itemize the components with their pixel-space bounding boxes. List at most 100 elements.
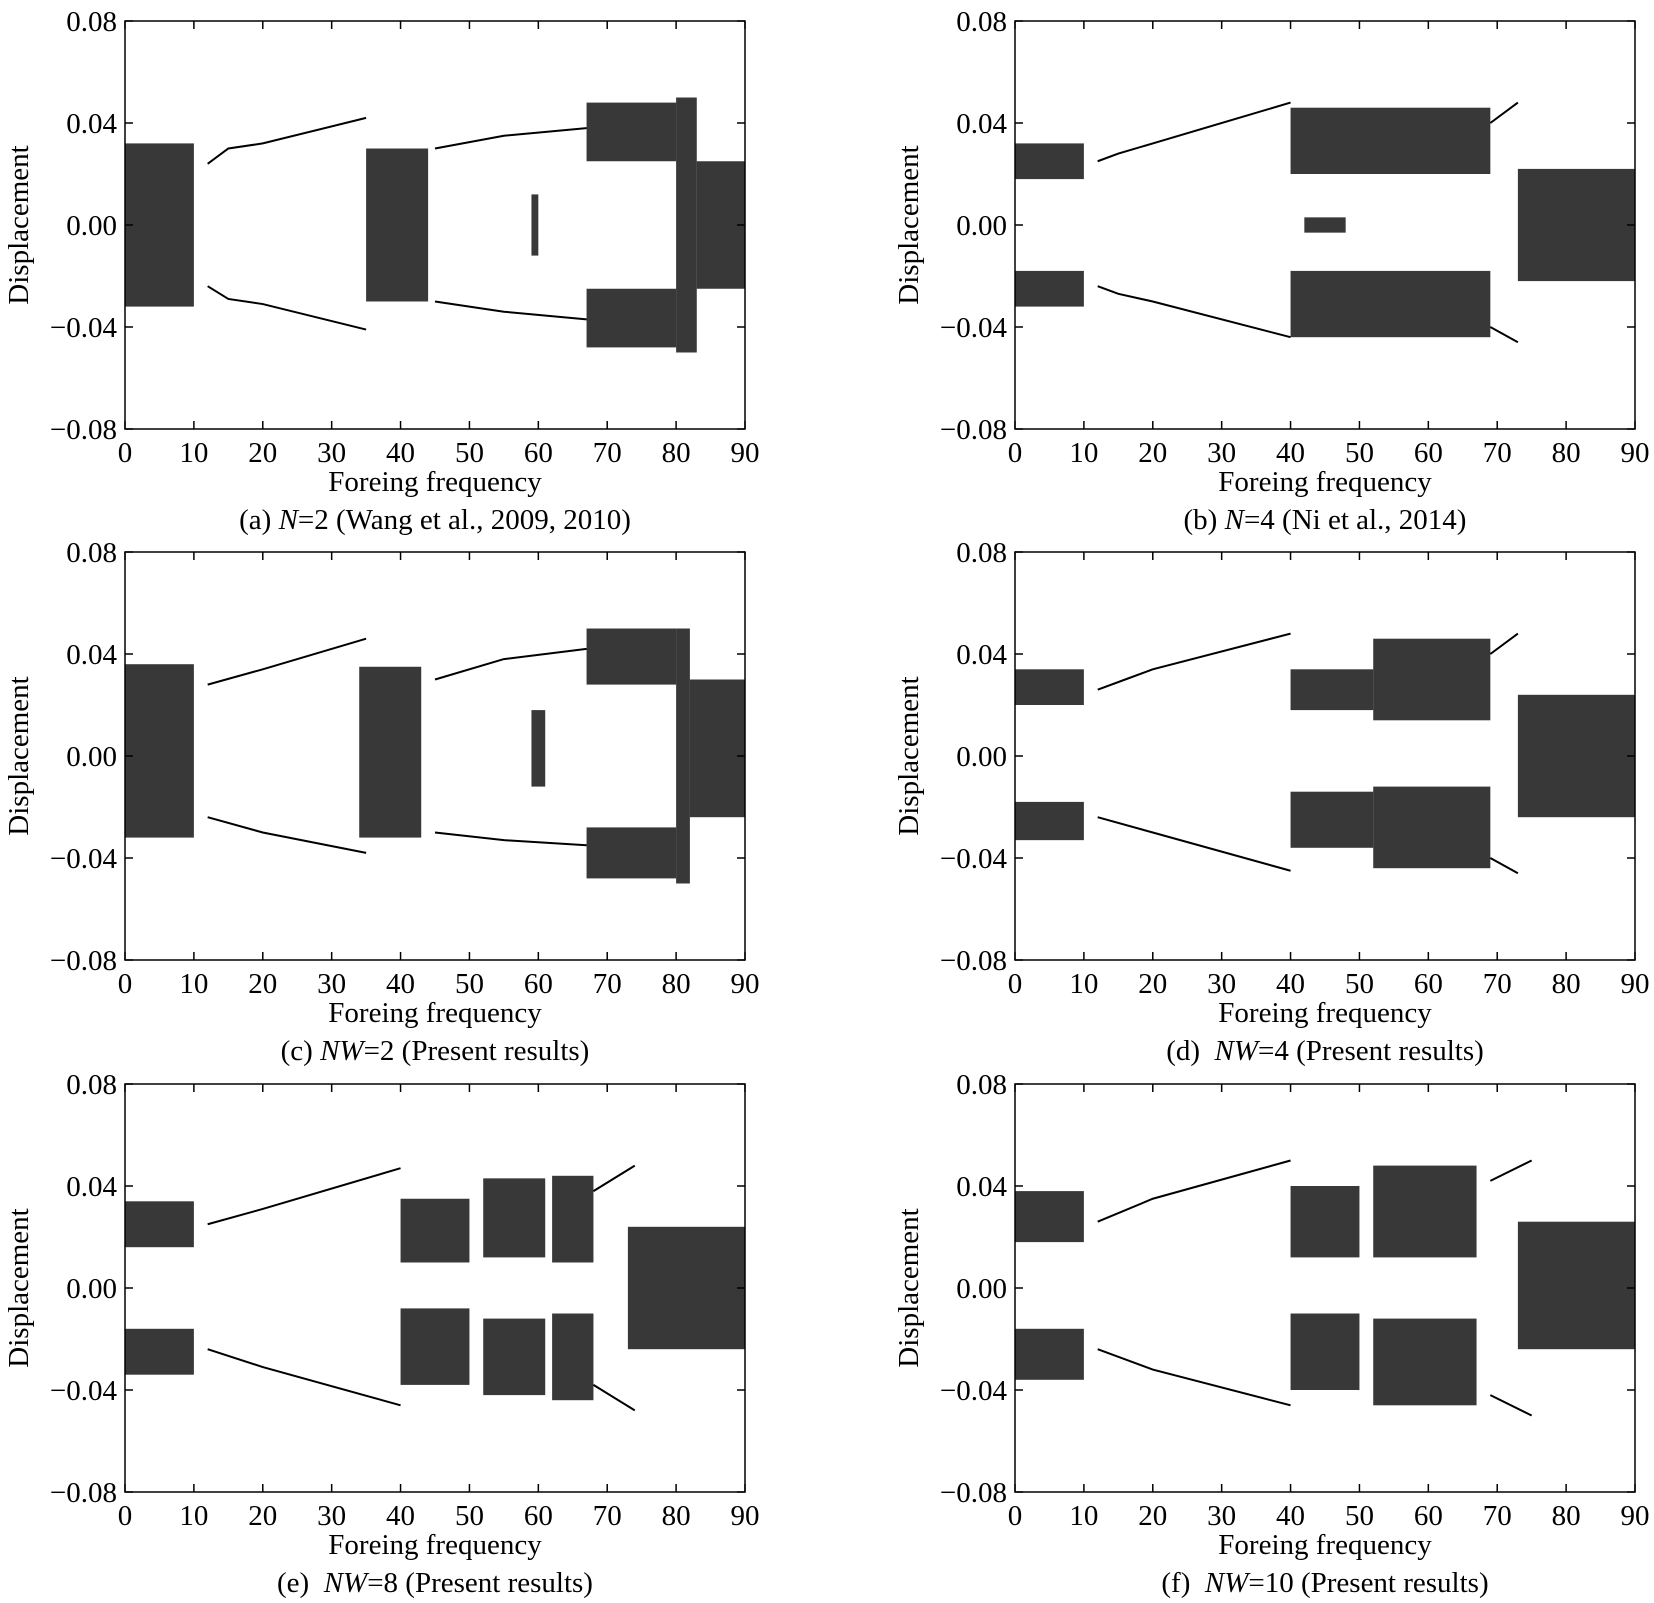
- x-tick-label: 40: [1276, 1500, 1305, 1532]
- branch: [207, 285, 367, 331]
- y-tick-label: 0.00: [66, 1273, 117, 1305]
- y-tick-label: 0.08: [956, 1069, 1007, 1101]
- x-tick-label: 70: [1483, 968, 1512, 1000]
- chaotic-band: [1015, 143, 1084, 180]
- chaotic-band: [531, 194, 539, 256]
- y-tick-label: −0.08: [50, 945, 117, 977]
- x-axis-label: Foreing frequency: [1218, 466, 1432, 498]
- x-tick-label: 50: [455, 437, 484, 469]
- caption: (b) N=4 (Ni et al., 2014): [1184, 504, 1467, 536]
- branch: [592, 1384, 636, 1412]
- caption-part: NW: [319, 1035, 366, 1067]
- x-tick-label: 10: [1069, 1500, 1098, 1532]
- y-tick-label: −0.04: [940, 312, 1008, 344]
- x-tick-label: 0: [1008, 1500, 1023, 1532]
- branch: [1489, 326, 1519, 344]
- x-tick-label: 60: [524, 968, 553, 1000]
- x-tick-label: 0: [118, 437, 133, 469]
- x-tick-label: 90: [731, 437, 760, 469]
- chaotic-band: [1015, 801, 1084, 841]
- x-axis-label: Foreing frequency: [1218, 997, 1432, 1029]
- x-tick-label: 20: [248, 437, 277, 469]
- x-tick-label: 10: [179, 968, 208, 1000]
- branch: [592, 1164, 636, 1192]
- x-tick-label: 50: [1345, 968, 1374, 1000]
- caption-part: (d): [1166, 1035, 1214, 1067]
- branch: [1489, 101, 1519, 124]
- panel: 0 10 20 30 40 50 60 70 80 90 0.08 0.04 0.00 −0.04 −0.0…: [893, 537, 1650, 1067]
- chaotic-band: [1517, 1221, 1635, 1350]
- branch: [1097, 285, 1291, 339]
- y-tick-label: −0.08: [50, 1477, 117, 1509]
- caption: (e) NW=8 (Present results): [277, 1567, 593, 1599]
- y-tick-label: 0.00: [956, 1273, 1007, 1305]
- caption: (a) N=2 (Wang et al., 2009, 2010): [239, 504, 631, 536]
- chaotic-band: [125, 664, 194, 838]
- y-tick-label: 0.08: [66, 537, 117, 569]
- y-tick-label: 0.04: [956, 639, 1007, 671]
- chaotic-band: [586, 628, 677, 685]
- y-tick-label: −0.04: [50, 312, 118, 344]
- branch: [1097, 101, 1291, 163]
- x-tick-label: 20: [1138, 968, 1167, 1000]
- y-axis-label: Displacement: [893, 1208, 925, 1367]
- caption-part: =4 (Ni et al., 2014): [1244, 504, 1467, 536]
- y-tick-label: −0.08: [940, 945, 1007, 977]
- panel: 0 10 20 30 40 50 60 70 80 90 0.08 0.04 0.00 −0.04 −0.0…: [3, 6, 760, 536]
- chaotic-band: [531, 710, 546, 787]
- chaotic-band: [586, 288, 677, 348]
- branch: [1097, 632, 1291, 691]
- x-tick-label: 50: [1345, 1500, 1374, 1532]
- branch: [1097, 816, 1291, 872]
- x-axis-label: Foreing frequency: [328, 1529, 542, 1561]
- x-axis-label: Foreing frequency: [328, 466, 542, 498]
- x-tick-label: 70: [1483, 437, 1512, 469]
- chaotic-band: [1290, 1313, 1360, 1390]
- chaotic-band: [1015, 270, 1084, 307]
- caption: (d) NW=4 (Present results): [1166, 1035, 1484, 1067]
- y-tick-label: −0.04: [940, 843, 1008, 875]
- chaotic-band: [483, 1318, 546, 1396]
- x-tick-label: 20: [1138, 437, 1167, 469]
- caption-part: (a): [239, 504, 278, 536]
- caption-part: =4 (Present results): [1258, 1035, 1484, 1067]
- y-tick-label: 0.04: [956, 108, 1007, 140]
- y-tick-label: −0.08: [50, 414, 117, 446]
- caption-part: NW: [1204, 1567, 1251, 1599]
- y-tick-label: −0.04: [50, 843, 118, 875]
- x-tick-label: 30: [1207, 968, 1236, 1000]
- x-tick-label: 90: [1621, 437, 1650, 469]
- chaotic-band: [125, 1328, 194, 1375]
- chaotic-band: [1517, 168, 1635, 282]
- x-tick-label: 0: [118, 1500, 133, 1532]
- chaotic-band: [586, 102, 677, 162]
- chaotic-band: [1290, 1186, 1360, 1258]
- x-tick-label: 10: [179, 1500, 208, 1532]
- caption-part: (f): [1161, 1567, 1204, 1599]
- x-tick-label: 50: [1345, 437, 1374, 469]
- y-tick-label: 0.04: [66, 108, 117, 140]
- chaotic-band: [1290, 791, 1374, 848]
- branch: [207, 116, 367, 165]
- x-tick-label: 30: [1207, 1500, 1236, 1532]
- y-tick-label: 0.00: [66, 210, 117, 242]
- x-tick-label: 50: [455, 1500, 484, 1532]
- x-tick-label: 70: [1483, 1500, 1512, 1532]
- caption: (f) NW=10 (Present results): [1161, 1567, 1488, 1599]
- x-tick-label: 80: [1552, 968, 1581, 1000]
- y-tick-label: 0.00: [956, 210, 1007, 242]
- branch: [434, 831, 587, 847]
- y-tick-label: −0.04: [940, 1375, 1008, 1407]
- chaotic-band: [552, 1313, 594, 1401]
- chaotic-band: [1290, 669, 1374, 711]
- y-tick-label: 0.08: [956, 537, 1007, 569]
- chaotic-band: [483, 1178, 546, 1258]
- chaotic-band: [1290, 107, 1491, 174]
- y-axis-label: Displacement: [3, 1208, 35, 1367]
- chaotic-band: [696, 161, 745, 289]
- branch: [1097, 1348, 1291, 1407]
- x-tick-label: 10: [1069, 437, 1098, 469]
- panel: 0 10 20 30 40 50 60 70 80 90 0.08 0.04 0.00 −0.04 −0.0…: [3, 537, 760, 1067]
